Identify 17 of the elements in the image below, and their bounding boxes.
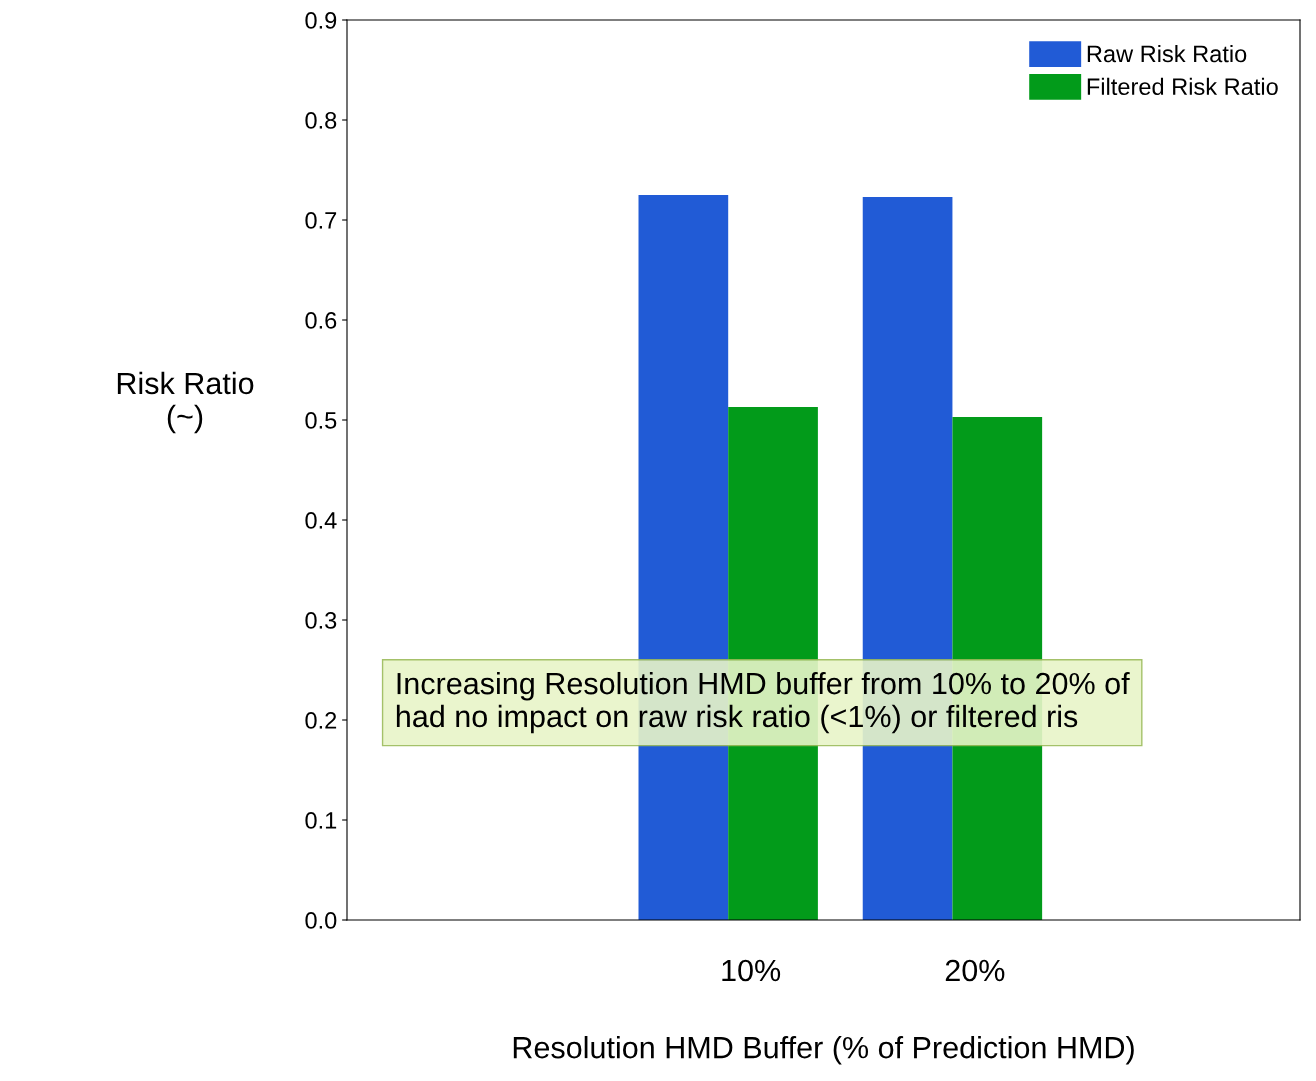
y-axis-title: Risk Ratio (~) xyxy=(117,371,254,434)
x-axis-title: Resolution HMD Buffer (% of Prediction HMD) xyxy=(513,1035,1134,1065)
x-tick-label: 20% xyxy=(945,959,1005,982)
y-tick-label: 0.3 xyxy=(305,612,337,629)
y-tick-label: 0.9 xyxy=(305,12,337,29)
legend-label: Filtered Risk Ratio xyxy=(1087,77,1278,96)
y-tick-label: 0.2 xyxy=(305,712,337,729)
y-tick-label: 0.7 xyxy=(305,212,337,229)
y-tick-label: 0.8 xyxy=(305,112,337,129)
x-tick-label: 10% xyxy=(722,959,781,982)
y-tick-label: 0.0 xyxy=(305,912,337,929)
y-tick-label: 0.4 xyxy=(305,512,337,529)
y-tick-label: 0.1 xyxy=(305,812,337,829)
y-tick-label: 0.6 xyxy=(305,312,337,329)
y-tick-label: 0.5 xyxy=(305,412,337,429)
annotation: Increasing Resolution HMD buffer from 10% to 20% of had no impact on raw risk ratio (<1%) or filtered ris xyxy=(396,671,1130,734)
legend-label: Raw Risk Ratio xyxy=(1087,44,1247,63)
